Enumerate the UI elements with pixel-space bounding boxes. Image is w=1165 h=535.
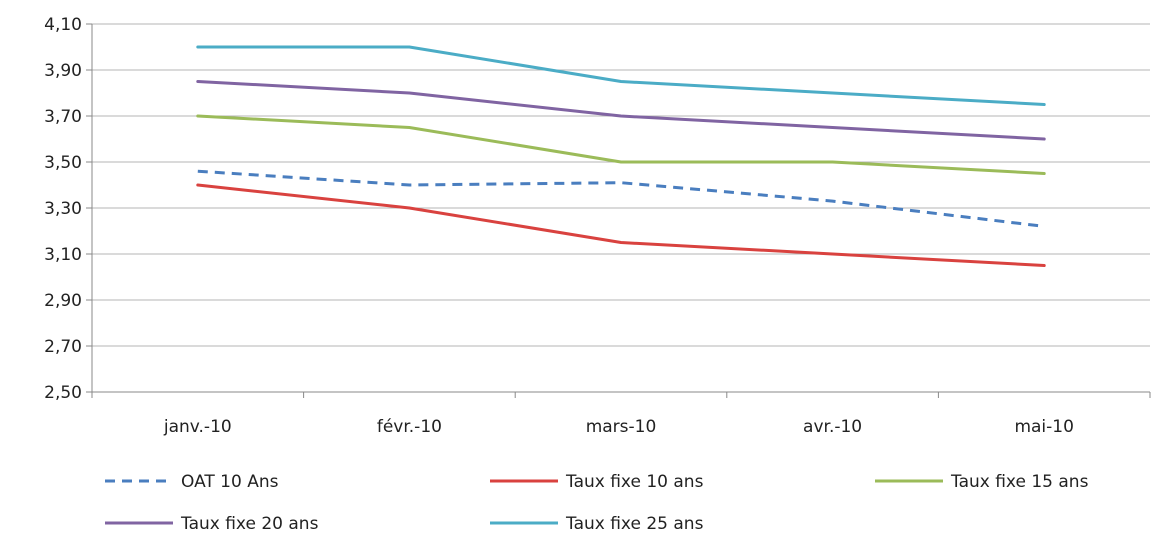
y-tick-label: 3,90 — [44, 61, 82, 81]
x-tick-label: janv.-10 — [163, 417, 232, 437]
legend-label: OAT 10 Ans — [181, 472, 279, 492]
legend-label: Taux fixe 20 ans — [180, 514, 319, 534]
x-tick-label: mars-10 — [586, 417, 657, 437]
y-tick-label: 3,10 — [44, 245, 82, 265]
x-tick-labels: janv.-10 févr.-10 mars-10 avr.-10 mai-10 — [163, 417, 1074, 437]
y-tick-label: 3,70 — [44, 107, 82, 127]
y-tick-label: 3,50 — [44, 153, 82, 173]
y-tick-label: 2,90 — [44, 291, 82, 311]
y-tick-labels: 2,50 2,70 2,90 3,10 3,30 3,50 3,70 3,90 4,10 — [44, 15, 82, 403]
series-line-4 — [196, 45, 1046, 106]
series-lines — [196, 45, 1046, 267]
legend: OAT 10 Ans Taux fixe 10 ans Taux fixe 15 a… — [105, 472, 1089, 534]
y-tick-label: 2,50 — [44, 383, 82, 403]
gridlines — [92, 23, 1150, 347]
legend-label: Taux fixe 25 ans — [565, 514, 704, 534]
series-line-2 — [196, 114, 1046, 175]
series-line-1 — [196, 183, 1046, 267]
y-tick-label: 3,30 — [44, 199, 82, 219]
legend-label: Taux fixe 10 ans — [565, 472, 704, 492]
y-tick-label: 4,10 — [44, 15, 82, 35]
y-tick-label: 2,70 — [44, 337, 82, 357]
axes — [86, 23, 1151, 398]
series-line-0 — [197, 169, 1045, 228]
x-tick-label: avr.-10 — [803, 417, 862, 437]
series-line-3 — [196, 80, 1046, 141]
x-tick-label: mai-10 — [1014, 417, 1073, 437]
legend-label: Taux fixe 15 ans — [950, 472, 1089, 492]
x-tick-label: févr.-10 — [377, 417, 442, 437]
